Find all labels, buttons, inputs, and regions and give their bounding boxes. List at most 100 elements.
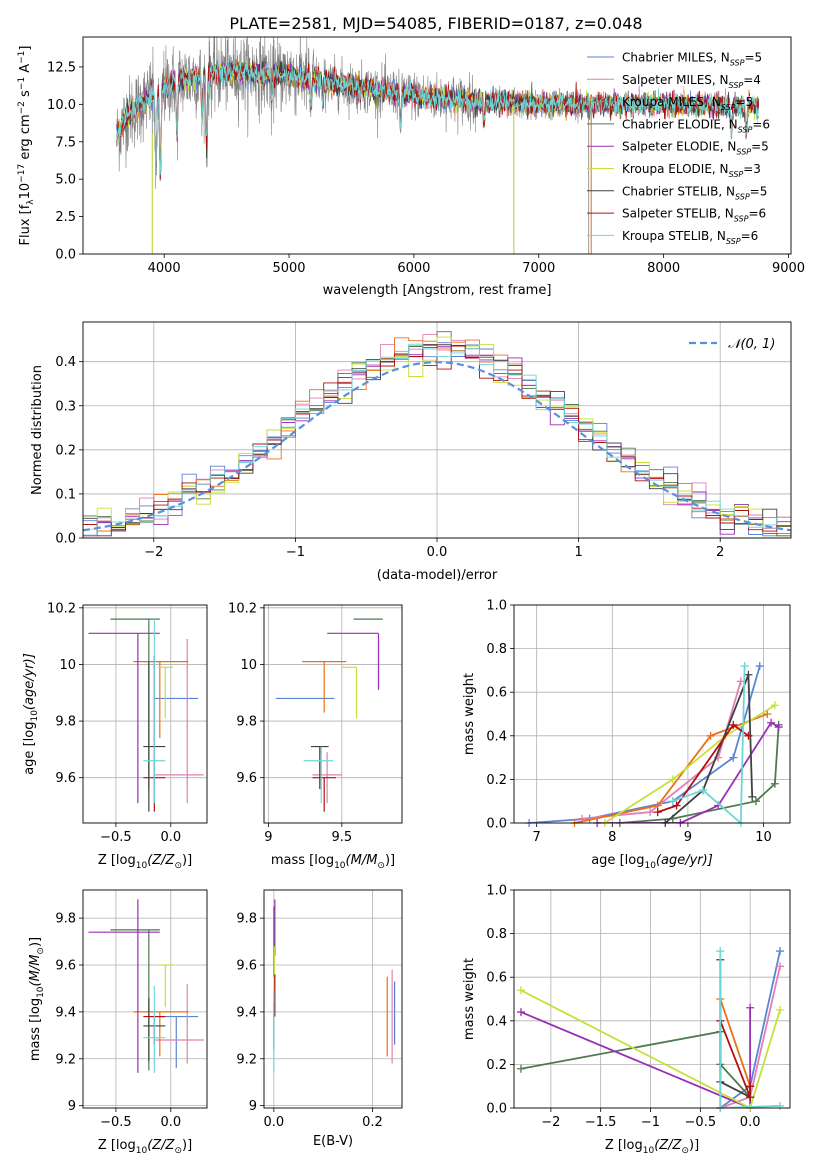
mass-weight-marker [763,710,772,718]
y-tick-label: 10 [240,658,257,673]
mass-weight-marker [729,753,738,762]
axis-label-part: (age/yr)] [22,653,37,710]
y-tick-label: 0.2 [486,1058,507,1073]
axis-label-part: A [18,64,33,77]
axis-label: Normed distribution [30,365,45,495]
errorbar-point [143,619,166,804]
x-tick-label: −1 [286,545,305,560]
mass-weight-series [582,681,742,820]
spectrum-legend: Chabrier MILES, NSSP=5 Salpeter MILES, NS… [587,51,770,246]
x-tick-label: 0.0 [264,1115,285,1130]
axis-label-part: erg cm [18,114,33,163]
spectrum-axes: 4000 5000 6000 7000 8000 9000 0.0 2.5 5.0 7.5 10.0… [17,46,805,299]
mass-weight-marker [672,801,681,810]
x-tick-label: −0.5 [100,1115,132,1130]
axis-label: age [log10(age/yr)] [591,853,713,871]
mass-weight-marker [516,986,525,995]
y-tick-label: 9.4 [236,1005,257,1020]
errorbar-point [154,983,204,1064]
y-tick-label: 9.2 [236,1052,257,1067]
errorbar-point [88,632,160,804]
errorbar-point [154,638,204,804]
axis-label: mass weight [462,673,477,755]
y-tick-label: 0.3 [55,399,76,414]
axis-label-part: )] [28,937,43,947]
axis-label-part: ⊙ [681,1146,689,1156]
mass-weight-marker [516,1064,525,1073]
mass-weight-vs-Z-axes: −2 −1.5 −1 −0.5 0.0 0.0 0.2 0.4 0.6 0.8 1.0 Z [log1… [462,884,790,1156]
age-vs-Z-frame [82,604,208,824]
axis-label-part: Flux [f [18,204,33,245]
x-tick-label: 0.0 [427,545,448,560]
y-tick-label: 9.8 [236,715,257,730]
mass-weight-series [672,665,746,823]
errorbar-point [302,661,347,713]
axis-label-part: −1 [17,77,27,90]
axis-label: Z [log10(Z/Z⊙)] [98,1138,192,1156]
x-tick-label: 1 [574,545,582,560]
x-tick-label: 2 [716,545,724,560]
y-tick-label: 5.0 [55,173,76,188]
axis-label-part: (M/M [346,853,378,868]
mass-weight-marker [699,786,708,795]
x-tick-label: 8000 [647,261,680,276]
axis-label: mass [log10(M/M⊙)] [271,853,395,871]
mass-weight-marker [767,718,776,727]
axis-label-part: ⊙ [174,1146,182,1156]
axis-label-part: mass [log [271,853,334,868]
mass-weight-marker [755,662,764,671]
mass-weight-series [520,989,781,1108]
mass-weight-marker [770,779,779,788]
axis-label: wavelength [Angstrom, rest frame] [323,283,552,298]
mass-vs-EBV-frame [263,889,403,1109]
y-tick-label: 1.0 [486,599,507,614]
legend-label: Kroupa ELODIE, NSSP=3 [622,162,761,179]
mass-weight-series [719,1020,751,1098]
y-tick-label: 2.5 [55,210,76,225]
residual-histogram [83,343,791,536]
mass-weight-marker [746,1093,755,1102]
errorbar-point [303,746,333,804]
y-tick-label: 10.2 [228,601,257,616]
x-tick-label: −1.5 [585,1115,617,1130]
axis-label-part: Z [log [98,1138,136,1153]
mass-vs-Z-frame [82,889,208,1109]
axis-label-part: (age/yr)] [656,853,713,868]
errorbar-point [312,777,336,812]
axis-label: Flux [fλ10−17 erg cm−2 s−1 A−1] [17,46,36,246]
axis-label-part: 10 [644,861,656,871]
mass-weight-marker [751,797,760,806]
x-tick-label: 9 [264,830,272,845]
mass-weight-marker [653,808,662,817]
x-tick-label: −1 [641,1115,660,1130]
mass-weight-marker [729,720,738,729]
axis-label-part: 10 [334,861,346,871]
y-tick-label: 9 [249,1099,257,1114]
axis-label-part: )] [182,1138,192,1153]
axis-label-part: )] [182,853,192,868]
mass-weight-marker [748,792,757,801]
axis-label-part: 10 [36,986,46,998]
y-tick-label: 10.2 [47,601,76,616]
axis-label-part: ] [18,46,33,51]
legend-label: Salpeter STELIB, NSSP=6 [622,207,766,224]
axis-label-part: )] [689,1138,699,1153]
y-tick-label: 9.6 [55,771,76,786]
x-tick-label: −2 [541,1115,560,1130]
axis-label-part: (Z/Z [147,1138,175,1153]
errorbar-point [110,929,160,1071]
y-tick-label: 9.8 [55,912,76,927]
errorbar-point [157,666,173,719]
x-tick-label: 9000 [772,261,805,276]
age-vs-mass-frame [263,604,403,824]
y-tick-label: 0.4 [486,1014,507,1029]
y-tick-label: 0.1 [55,487,76,502]
mass-weight-marker [744,731,753,740]
mass-weight-marker [516,1008,525,1017]
mass-vs-EBV-axes: 0.0 0.2 9 9.2 9.4 9.6 9.8 E(B-V) [236,890,402,1149]
mass-weight-marker [776,1101,785,1110]
x-tick-label: −0.5 [100,830,132,845]
axis-label-part: ⊙ [36,947,46,955]
mass-weight-marker [668,775,677,784]
